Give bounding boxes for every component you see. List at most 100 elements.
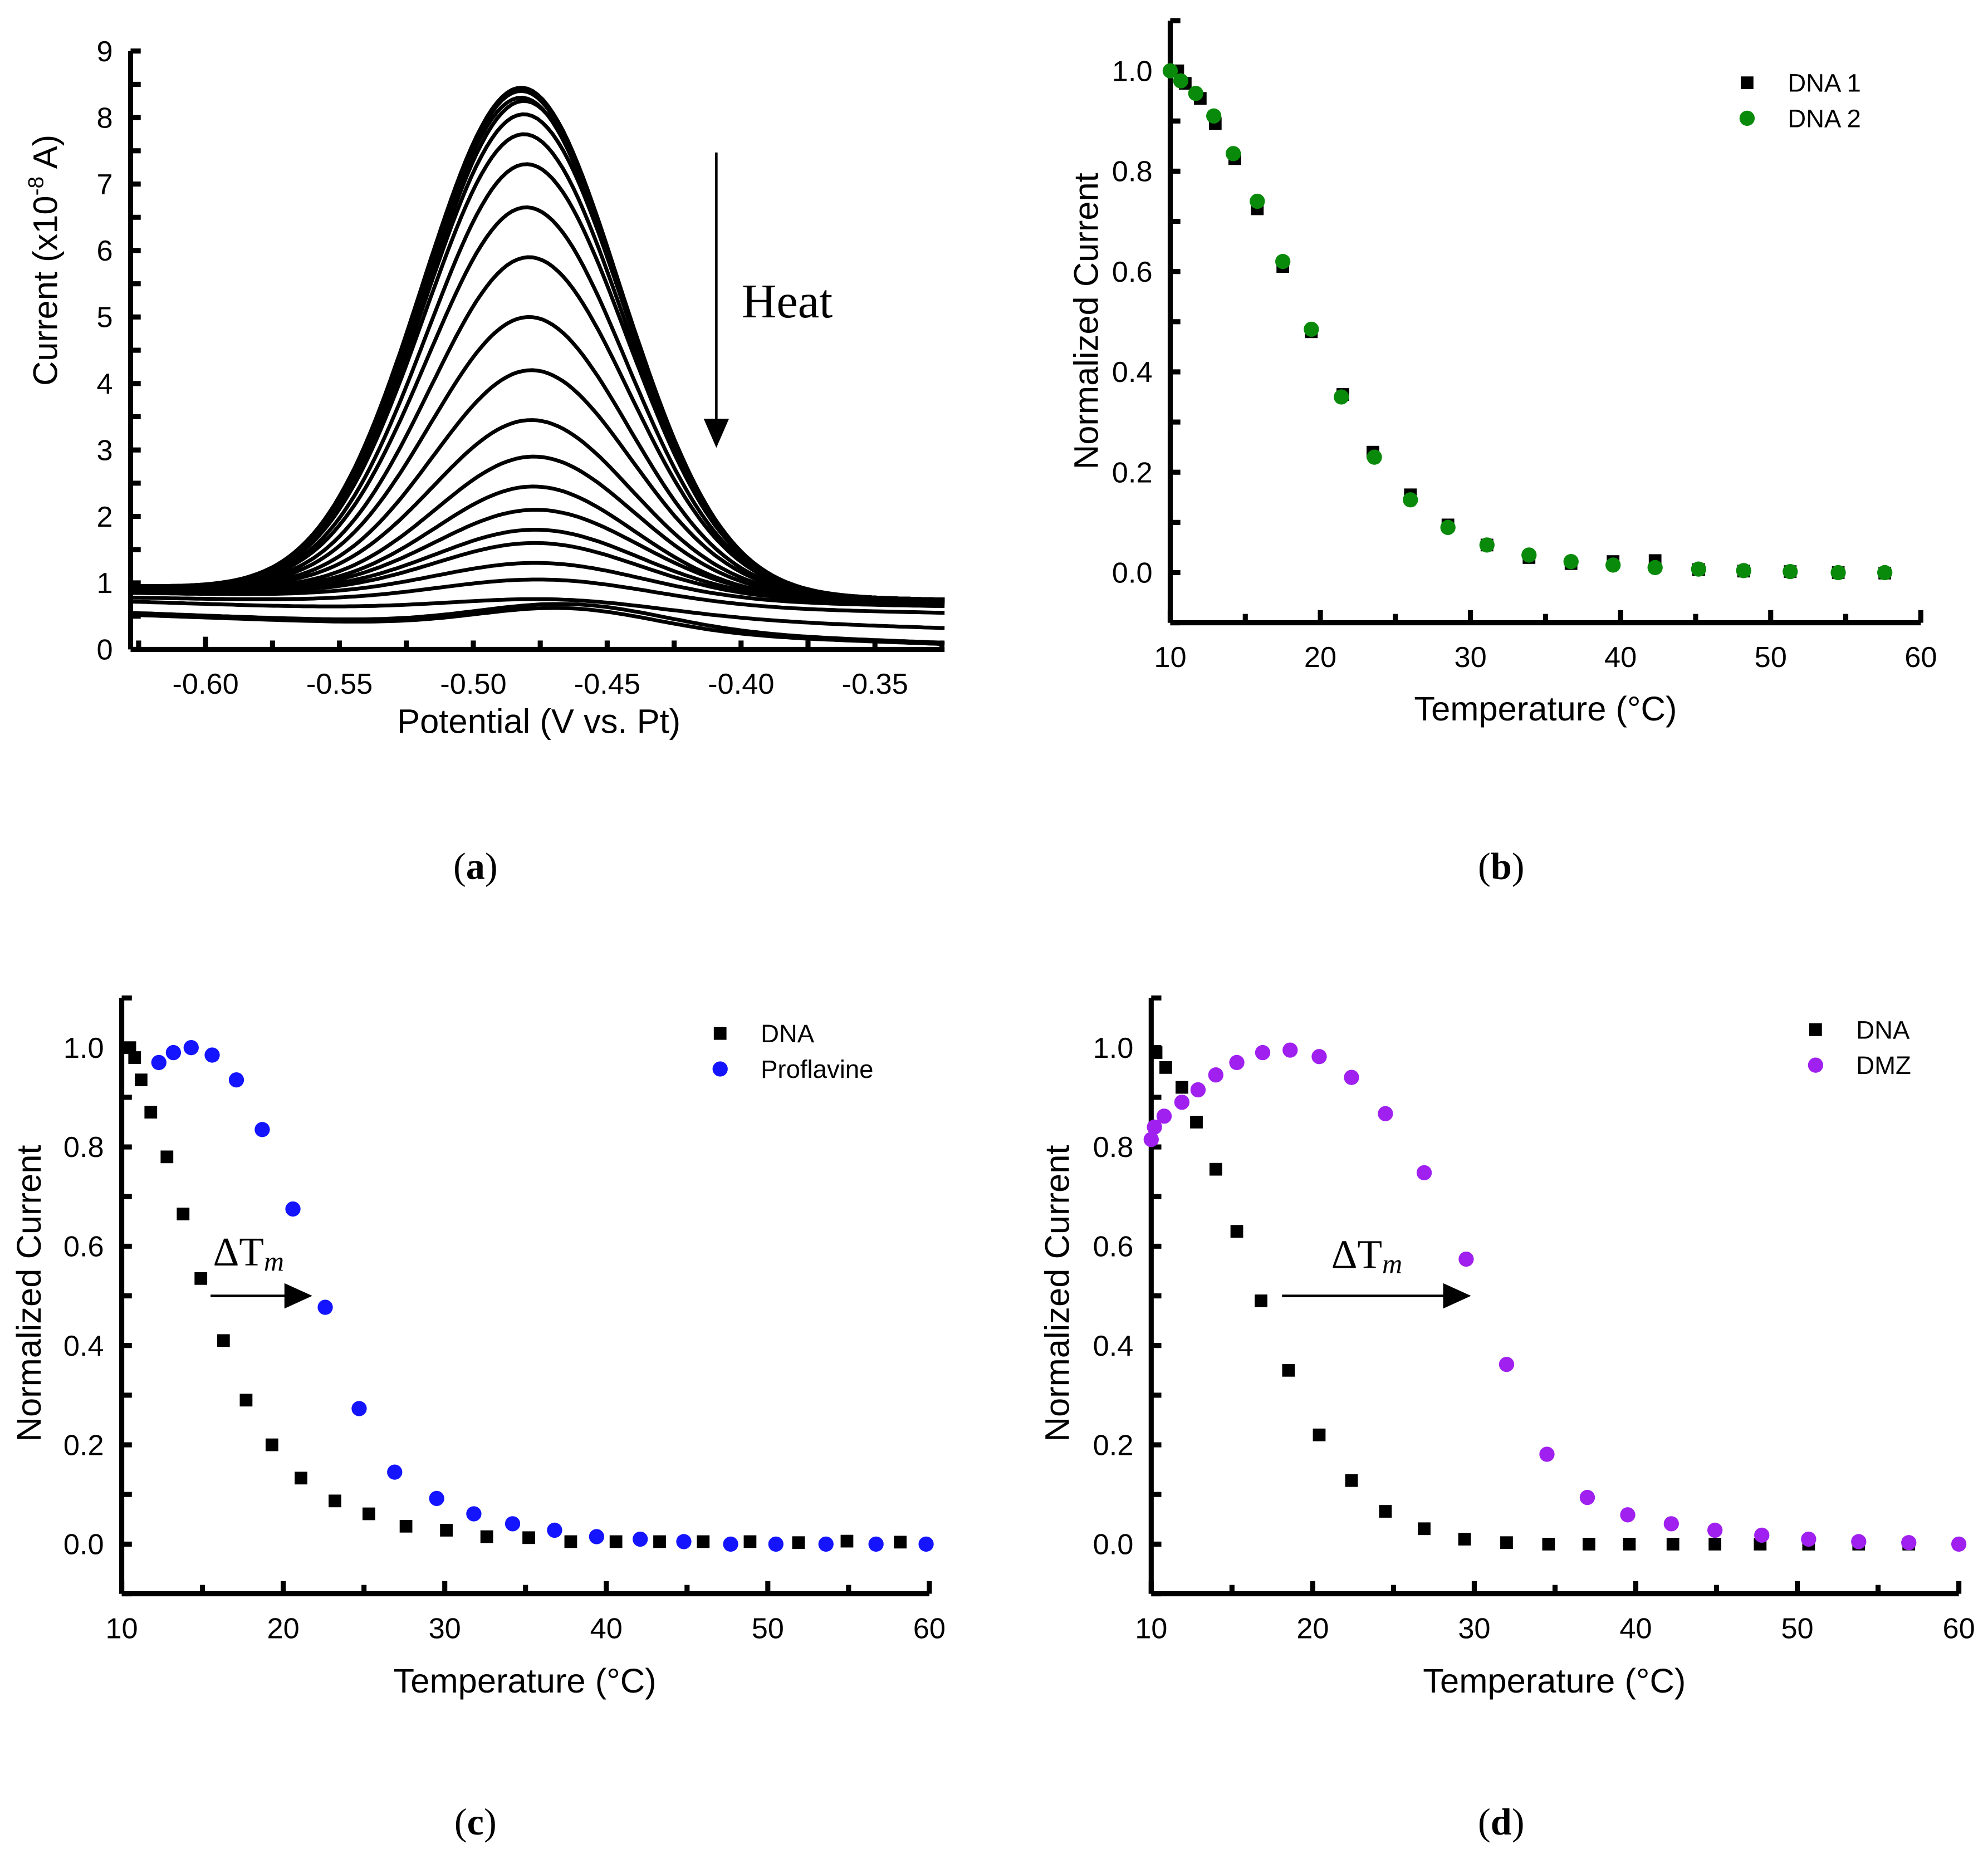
data-point-dna [1623, 1538, 1636, 1551]
panel-label-close: ) [484, 1801, 497, 1843]
y-axis-title: Normalized Current [10, 1145, 48, 1442]
voltammogram-curve [130, 508, 945, 604]
data-point-proflavine [723, 1536, 738, 1552]
legend-marker [1741, 76, 1754, 90]
data-point-proflavine [151, 1054, 167, 1071]
data-point-dmz [1499, 1356, 1515, 1372]
x-tick-label: 20 [267, 1612, 300, 1645]
data-point-dmz [1707, 1522, 1723, 1538]
x-tick-label: 10 [105, 1612, 138, 1645]
legend-label: Proflavine [761, 1055, 873, 1083]
x-tick-label: 50 [752, 1612, 784, 1645]
y-tick-label: 0.0 [1112, 557, 1153, 590]
data-point-dna-2 [1440, 519, 1456, 535]
data-point-dmz [1147, 1119, 1162, 1135]
data-point-dmz [1754, 1527, 1770, 1543]
data-point-dna [564, 1535, 577, 1548]
data-point-dmz [1190, 1082, 1206, 1098]
x-tick-label: 40 [590, 1612, 623, 1645]
data-point-dna-2 [1563, 553, 1579, 570]
data-point-dna [697, 1535, 710, 1548]
voltammogram-curve [130, 577, 945, 615]
data-point-dmz [1208, 1067, 1224, 1083]
data-point-dna [1542, 1538, 1555, 1551]
x-tick-label: 20 [1296, 1612, 1329, 1645]
x-tick-label: -0.55 [306, 668, 373, 700]
y-axis-title-main: Current (x10 [26, 195, 65, 386]
delta-tm-arrow-head [1443, 1283, 1471, 1309]
y-tick-label: 0.2 [1112, 457, 1153, 489]
y-tick-label: 0.8 [1093, 1131, 1134, 1164]
data-point-dna [1230, 1225, 1243, 1238]
heat-arrow-head [703, 419, 729, 448]
delta-tm-arrow-head [284, 1283, 312, 1309]
data-point-dna [239, 1394, 253, 1407]
voltammogram-curve [130, 602, 945, 645]
data-point-dmz [1143, 1131, 1159, 1147]
delta-tm-subscript: m [264, 1245, 284, 1277]
data-point-dna [522, 1531, 535, 1544]
legend-marker [1739, 110, 1755, 126]
y-tick-label: 0.2 [1093, 1429, 1134, 1461]
data-point-dna [609, 1535, 623, 1548]
legend-marker [1808, 1057, 1824, 1073]
y-tick-label: 0.4 [1112, 356, 1153, 389]
data-point-dmz [1951, 1536, 1967, 1552]
data-point-proflavine [818, 1536, 834, 1552]
data-point-dmz [1344, 1070, 1359, 1085]
data-point-dmz [1255, 1044, 1271, 1061]
data-point-dmz [1156, 1109, 1172, 1124]
voltammogram-curve [130, 95, 945, 602]
delta-tm-text: ΔT [1331, 1232, 1382, 1277]
data-point-dna-2 [1403, 492, 1418, 508]
delta-tm-annotation: ΔTm [213, 1229, 285, 1277]
data-point-dna-2 [1304, 321, 1319, 337]
x-tick-label: -0.35 [842, 668, 908, 700]
voltammogram-curve [130, 162, 945, 602]
y-tick-label: 0.6 [1112, 256, 1153, 288]
y-tick-label: 0.4 [63, 1330, 104, 1362]
data-point-proflavine [317, 1299, 333, 1315]
data-point-dna [1313, 1428, 1326, 1441]
panel-label-open: ( [1478, 1801, 1491, 1843]
data-point-dna [362, 1507, 375, 1521]
voltammogram-curve [130, 86, 945, 602]
x-tick-label: -0.60 [172, 668, 238, 700]
x-tick-label: 40 [1619, 1612, 1652, 1645]
y-tick-label: 3 [97, 434, 113, 467]
panel-label-close: ) [485, 845, 498, 887]
data-point-dmz [1851, 1534, 1867, 1549]
data-point-dmz [1801, 1531, 1816, 1547]
data-point-dmz [1458, 1251, 1474, 1267]
voltammogram-curve [130, 99, 945, 602]
legend-marker [712, 1061, 728, 1077]
data-point-proflavine [466, 1506, 482, 1522]
y-axis-title-exponent: -8 [24, 176, 48, 195]
data-point-dna-2 [1206, 108, 1222, 124]
data-point-proflavine [633, 1531, 648, 1547]
data-point-proflavine [768, 1536, 784, 1552]
panel-c: 10 20 30 40 50 60 0.0 0.2 0.4 0.6 0.8 1.0 Temperatur… [10, 995, 946, 1843]
delta-tm-text: ΔT [213, 1229, 264, 1274]
y-tick-label: 1.0 [1112, 55, 1153, 87]
data-point-dna [1255, 1294, 1267, 1307]
legend-label: DNA [761, 1019, 815, 1048]
y-tick-label: 1 [97, 567, 113, 600]
y-tick-label: 4 [97, 368, 113, 400]
panel-label-open: ( [1478, 845, 1491, 887]
panel-d: 10 20 30 40 50 60 0.0 0.2 0.4 0.6 0.8 1.0 Temperatur… [1038, 995, 1975, 1843]
panel-label: (d) [1478, 1801, 1524, 1843]
data-point-dna-2 [1250, 193, 1265, 209]
data-point-dna-2 [1173, 73, 1189, 89]
data-point-dna-2 [1647, 560, 1663, 576]
y-tick-label: 0.6 [1093, 1231, 1134, 1263]
delta-tm-annotation: ΔTm [1331, 1232, 1403, 1279]
delta-tm-subscript: m [1382, 1248, 1402, 1279]
y-tick-label: 0 [97, 634, 113, 666]
x-tick-label: -0.40 [708, 668, 774, 700]
data-point-dna [440, 1524, 453, 1537]
x-tick-label: 50 [1781, 1612, 1813, 1645]
data-point-proflavine [547, 1522, 562, 1538]
data-point-dna [1379, 1505, 1392, 1518]
panel-label-close: ) [1512, 845, 1525, 887]
